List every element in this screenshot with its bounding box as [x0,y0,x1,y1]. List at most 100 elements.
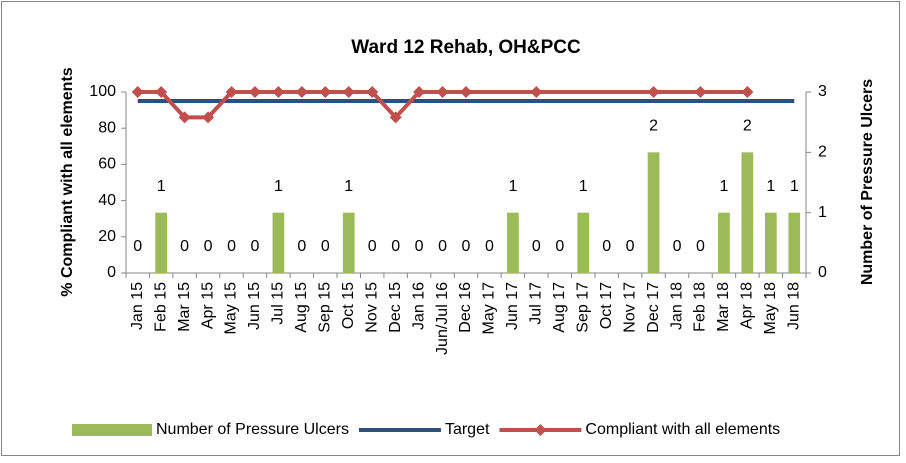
x-tick-label: May 15 [223,282,240,335]
bar-value-label: 1 [719,178,728,195]
x-tick-label: Jul 17 [528,282,545,325]
line-marker [319,86,332,98]
x-tick-label: Jan 15 [129,282,146,330]
bar-value-label: 0 [227,238,236,255]
y-tick-label: 20 [98,228,116,245]
line-marker [530,86,543,98]
line-marker [295,86,308,98]
line-marker [272,86,285,98]
bar-value-label: 1 [766,178,775,195]
y2-tick-label: 1 [818,204,827,221]
bar-value-label: 1 [344,178,353,195]
line-marker [248,86,261,98]
bar-value-label: 0 [532,238,541,255]
y2-tick-label: 0 [818,264,827,281]
bar-value-label: 2 [649,118,658,135]
bar-value-label: 0 [696,238,705,255]
line-marker [647,86,660,98]
bar [764,212,777,273]
line-marker [225,86,238,98]
line-marker [131,86,144,98]
x-tick-label: May 18 [762,282,779,335]
bar-value-label: 1 [579,178,588,195]
y-tick-label: 40 [98,192,116,209]
line-marker [460,86,472,98]
chart-title: Ward 12 Rehab, OH&PCC [351,37,581,58]
bar-value-label: 0 [555,238,564,255]
bar-value-label: 1 [274,178,283,195]
bar [155,212,168,273]
x-tick-label: Mar 15 [176,282,193,332]
x-tick-label: Apr 18 [739,282,756,329]
legend-label: Target [445,421,490,438]
x-tick-label: Jun 17 [504,282,521,330]
bar-value-label: 0 [415,238,424,255]
bar-value-label: 0 [251,238,260,255]
line-marker [694,86,707,98]
chart-border [1,1,900,456]
bar [272,212,285,273]
y2-tick-label: 2 [818,144,827,161]
bar-value-label: 0 [462,238,471,255]
x-tick-label: Sep 15 [317,282,334,333]
x-tick-label: Jun 18 [785,282,802,330]
x-tick-label: Aug 17 [551,282,568,333]
x-tick-label: Jun/Jul 16 [434,282,451,355]
legend-swatch [72,424,152,436]
bar-value-label: 0 [133,238,142,255]
x-tick-label: Feb 18 [692,282,709,332]
bar-value-label: 1 [508,178,517,195]
bar-value-label: 0 [297,238,306,255]
x-tick-label: Feb 15 [152,282,169,332]
x-tick-label: Oct 15 [340,282,357,329]
x-tick-label: May 17 [481,282,498,335]
x-tick-label: Jun 15 [246,282,263,330]
x-tick-label: Dec 17 [645,282,662,333]
bar [507,212,519,273]
bar [647,152,660,273]
bar-value-label: 0 [626,238,635,255]
legend-label: Compliant with all elements [585,421,780,438]
y-axis-title: % Compliant with all elements [59,67,76,296]
bar-value-label: 0 [438,238,447,255]
bar [788,212,801,273]
legend-marker [534,424,547,436]
x-tick-label: Jan 16 [410,282,427,330]
bar [342,212,355,273]
x-tick-label: Nov 17 [621,282,638,333]
x-tick-label: Nov 15 [363,282,380,333]
bar-value-label: 0 [485,238,494,255]
y-tick-label: 60 [98,156,116,173]
legend-label: Number of Pressure Ulcers [156,421,349,438]
x-tick-label: Jan 18 [668,282,685,330]
x-tick-label: Apr 15 [199,282,216,329]
x-tick-label: Dec 15 [387,282,404,333]
line-marker [389,111,402,124]
bar-value-label: 0 [321,238,330,255]
bar-value-label: 0 [673,238,682,255]
x-tick-label: Dec 16 [457,282,474,333]
line-marker [413,86,426,98]
x-tick-label: Oct 17 [598,282,615,329]
bar [718,212,730,273]
line-marker [436,86,449,98]
x-tick-label: Aug 15 [293,282,310,333]
y-tick-label: 80 [98,119,116,136]
line-marker [741,86,754,98]
bar-value-label: 0 [602,238,611,255]
x-tick-label: Sep 17 [574,282,591,333]
bar-value-label: 0 [391,238,400,255]
bar-value-label: 1 [790,178,799,195]
bar [577,212,590,273]
line-marker [178,111,191,124]
bar-value-label: 0 [368,238,377,255]
line-marker [366,86,379,98]
y-tick-label: 0 [107,264,116,281]
line-marker [342,86,355,98]
bar [741,152,754,273]
line-marker [155,86,168,98]
bar-value-label: 2 [743,118,752,135]
line-marker [202,111,215,124]
y2-axis-title: Number of Pressure Ulcers [859,79,876,285]
